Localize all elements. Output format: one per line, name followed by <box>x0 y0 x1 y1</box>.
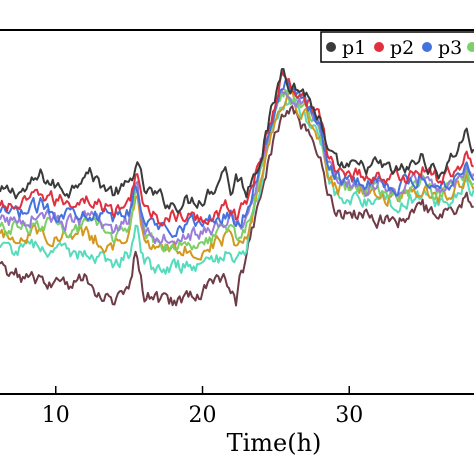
series-line-1 <box>0 68 474 214</box>
series-line-7 <box>0 97 474 275</box>
legend-marker-p2 <box>374 42 384 52</box>
tick-layer: 10 20 30 <box>42 386 363 428</box>
legend-marker-p3 <box>422 42 432 52</box>
x-axis-label: Time(h) <box>227 429 322 457</box>
legend: p1 p2 p3 <box>320 31 474 63</box>
legend-marker-p1 <box>326 42 336 52</box>
legend-label-p3: p3 <box>438 37 462 59</box>
series-line-5 <box>0 89 474 253</box>
legend-box <box>320 31 474 63</box>
legend-marker-p4 <box>467 42 474 52</box>
x-tick-label-30: 30 <box>335 403 363 428</box>
series-line-3 <box>0 78 474 239</box>
legend-label-p2: p2 <box>390 37 414 59</box>
legend-label-p1: p1 <box>342 37 366 59</box>
x-tick-label-20: 20 <box>189 403 217 428</box>
series-line-8 <box>0 105 474 307</box>
x-tick-label-10: 10 <box>42 403 70 428</box>
series-layer <box>0 68 474 307</box>
series-line-2 <box>0 70 474 227</box>
